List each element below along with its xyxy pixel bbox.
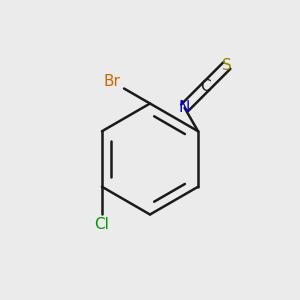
Text: S: S <box>222 58 232 73</box>
Text: C: C <box>200 79 211 94</box>
Text: N: N <box>179 100 190 116</box>
Text: Cl: Cl <box>94 217 110 232</box>
Text: Br: Br <box>104 74 121 89</box>
